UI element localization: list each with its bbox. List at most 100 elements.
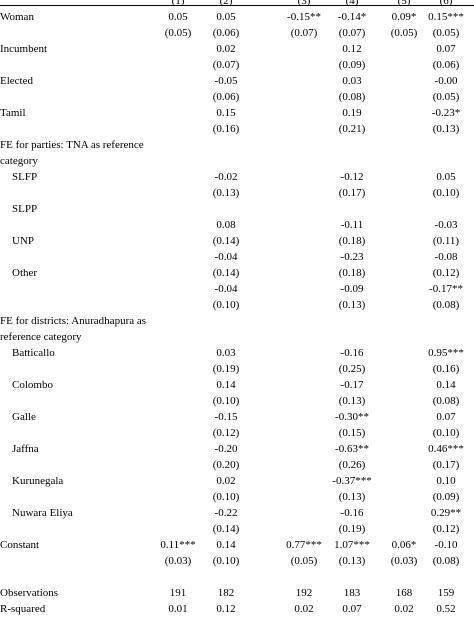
- table-cell: (0.06): [212, 27, 240, 39]
- column-header: (1): [171, 0, 185, 7]
- table-cell: 0.14: [436, 379, 456, 391]
- table-cell: 0.29**: [430, 507, 462, 519]
- table-cell: 0.02: [216, 475, 236, 487]
- table-cell: -0.12: [340, 171, 364, 183]
- table-cell: 192: [295, 587, 313, 599]
- table-row: 0.08 -0.11 -0.03: [0, 217, 474, 233]
- table-row: (0.14) (0.19) (0.12): [0, 521, 474, 537]
- table-cell: 159: [437, 587, 455, 599]
- table-cell: (0.14): [212, 235, 240, 247]
- table-cell: (0.12): [432, 267, 460, 279]
- table-cell: (0.13): [338, 555, 366, 567]
- row-label: FE for parties: TNA as reference: [0, 139, 144, 151]
- table-cell: (0.05): [164, 27, 192, 39]
- row-label: FE for districts: Anuradhapura as: [0, 315, 147, 327]
- table-cell: (0.06): [212, 91, 240, 103]
- row-label: R-squared: [0, 603, 46, 615]
- table-cell: 0.12: [342, 43, 362, 55]
- column-header: (2): [219, 0, 233, 7]
- table-row: Batticallo 0.03 -0.16 0.95***: [0, 345, 474, 361]
- table-row: (0.07) (0.09) (0.06): [0, 57, 474, 73]
- row-label: Galle: [12, 411, 36, 423]
- table-cell: (0.07): [212, 59, 240, 71]
- table-cell: (0.19): [338, 523, 366, 535]
- table-row: Galle -0.15 -0.30** 0.07: [0, 409, 474, 425]
- row-label: Observations: [0, 587, 59, 599]
- column-header: (5): [397, 0, 411, 7]
- table-cell: -0.05: [214, 75, 238, 87]
- table-cell: (0.10): [212, 555, 240, 567]
- table-row: [0, 569, 474, 585]
- table-cell: -0.14*: [337, 11, 367, 23]
- table-cell: (0.08): [432, 395, 460, 407]
- table-cell: -0.17**: [429, 283, 463, 295]
- table-cell: 0.03: [216, 347, 236, 359]
- table-row: (0.16) (0.21) (0.13): [0, 121, 474, 137]
- table-cell: 191: [169, 587, 187, 599]
- table-cell: -0.15: [214, 411, 238, 423]
- table-cell: -0.16: [340, 347, 364, 359]
- table-cell: (0.25): [338, 363, 366, 375]
- row-label: Colombo: [12, 379, 53, 391]
- table-cell: 0.14: [216, 539, 236, 551]
- table-cell: 0.10: [436, 475, 456, 487]
- table-cell: -0.09: [340, 283, 364, 295]
- table-cell: 0.02: [216, 43, 236, 55]
- table-row: Elected -0.05 0.03 -0.00: [0, 73, 474, 89]
- table-row: category: [0, 153, 474, 169]
- table-row: reference category: [0, 329, 474, 345]
- table-cell: 0.01: [168, 603, 188, 615]
- table-cell: 0.52: [436, 603, 456, 615]
- table-cell: (0.18): [338, 235, 366, 247]
- table-cell: -0.30**: [335, 411, 369, 423]
- table-cell: -0.00: [434, 75, 458, 87]
- table-row: -0.04 -0.09 -0.17**: [0, 281, 474, 297]
- header-row: (1) (2) (3) (4) (5) (6): [0, 0, 474, 9]
- table-cell: (0.08): [432, 299, 460, 311]
- table-cell: 0.08: [216, 219, 236, 231]
- table-cell: (0.06): [432, 59, 460, 71]
- table-cell: (0.05): [432, 91, 460, 103]
- row-label: Elected: [0, 75, 33, 87]
- table-cell: 0.14: [216, 379, 236, 391]
- table-row: Observations 191 182 192 183 168 159: [0, 585, 474, 601]
- table-cell: -0.22: [214, 507, 238, 519]
- table-cell: 0.05: [168, 11, 188, 23]
- table-cell: (0.13): [338, 491, 366, 503]
- table-cell: 0.95***: [428, 347, 464, 359]
- table-cell: (0.07): [338, 27, 366, 39]
- table-row: SLPP: [0, 201, 474, 217]
- table-cell: (0.15): [338, 427, 366, 439]
- row-label: Woman: [0, 11, 34, 23]
- table-cell: (0.05): [390, 27, 418, 39]
- table-cell: (0.21): [338, 123, 366, 135]
- table-cell: 0.06*: [391, 539, 417, 551]
- table-row: -0.04 -0.23 -0.08: [0, 249, 474, 265]
- table-cell: (0.13): [338, 299, 366, 311]
- table-cell: (0.09): [432, 491, 460, 503]
- table-cell: 0.11***: [160, 539, 196, 551]
- table-row: Colombo 0.14 -0.17 0.14: [0, 377, 474, 393]
- table-cell: 0.19: [342, 107, 362, 119]
- table-cell: -0.15**: [287, 11, 321, 23]
- table-row: Incumbent 0.02 0.12 0.07: [0, 41, 474, 57]
- table-cell: -0.03: [434, 219, 458, 231]
- table-cell: -0.08: [434, 251, 458, 263]
- table-row: (0.03) (0.10) (0.05) (0.13) (0.03) (0.08): [0, 553, 474, 569]
- table-cell: -0.10: [434, 539, 458, 551]
- row-label: reference category: [0, 331, 82, 343]
- table-cell: -0.04: [214, 251, 238, 263]
- table-cell: 0.05: [216, 11, 236, 23]
- row-label: Tamil: [0, 107, 26, 119]
- table-row: Other (0.14) (0.18) (0.12): [0, 265, 474, 281]
- table-cell: -0.20: [214, 443, 238, 455]
- row-label: Jaffna: [12, 443, 39, 455]
- table-cell: 0.07: [436, 43, 456, 55]
- table-cell: -0.23: [340, 251, 364, 263]
- row-label: Other: [12, 267, 38, 279]
- table-cell: (0.11): [432, 235, 460, 247]
- table-cell: 183: [343, 587, 361, 599]
- table-cell: -0.02: [214, 171, 238, 183]
- table-cell: 168: [395, 587, 413, 599]
